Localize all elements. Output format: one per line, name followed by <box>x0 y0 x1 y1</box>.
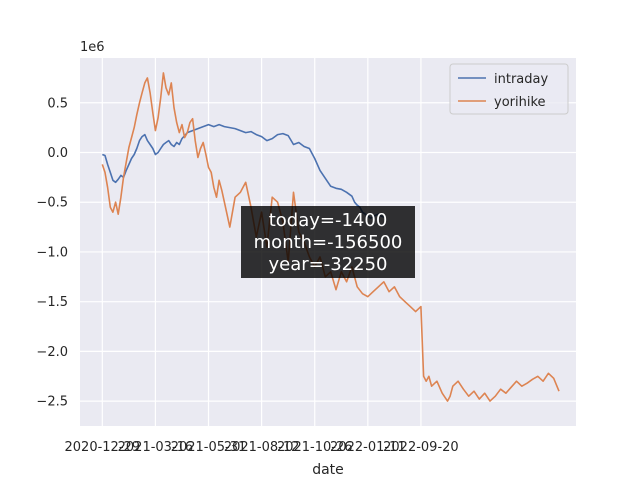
y-tick-label: −1.5 <box>36 295 68 310</box>
x-tick-label: 2021-10-26 <box>277 440 353 455</box>
annotation-today: today=-1400 <box>269 210 388 231</box>
y-tick-label: −1.0 <box>36 245 68 260</box>
summary-annotation: today=-1400 month=-156500 year=-32250 <box>241 206 415 278</box>
legend-label-intraday: intraday <box>494 72 548 87</box>
x-tick-label: 2021-05-31 <box>171 440 247 455</box>
legend-label-yorihike: yorihike <box>494 95 546 110</box>
x-tick-label: 2022-09-20 <box>383 440 459 455</box>
x-tick-label: 2021-08-12 <box>224 440 300 455</box>
x-axis-label: date <box>312 462 344 478</box>
y-tick-label: −2.5 <box>36 395 68 410</box>
y-axis: 0.5 0.0 −0.5 −1.0 −1.5 −2.0 −2.5 <box>36 96 68 409</box>
y-tick-label: −0.5 <box>36 196 68 211</box>
x-tick-label: 2022-01-11 <box>330 440 406 455</box>
series-line-intraday <box>102 123 385 219</box>
legend: intraday yorihike <box>449 63 569 115</box>
annotation-month: month=-156500 <box>254 232 403 253</box>
y-tick-label: 0.5 <box>47 96 68 111</box>
annotation-year: year=-32250 <box>269 254 388 275</box>
annotation-box <box>241 206 415 278</box>
y-tick-label: −2.0 <box>36 345 68 360</box>
y-tick-label: 0.0 <box>47 146 68 161</box>
x-tick-label: 2020-12-29 <box>65 440 141 455</box>
x-axis: 2020-12-292021-03-162021-05-312021-08-12… <box>65 440 459 455</box>
x-tick-label: 2021-03-16 <box>118 440 194 455</box>
y-scale-label: 1e6 <box>80 40 105 55</box>
